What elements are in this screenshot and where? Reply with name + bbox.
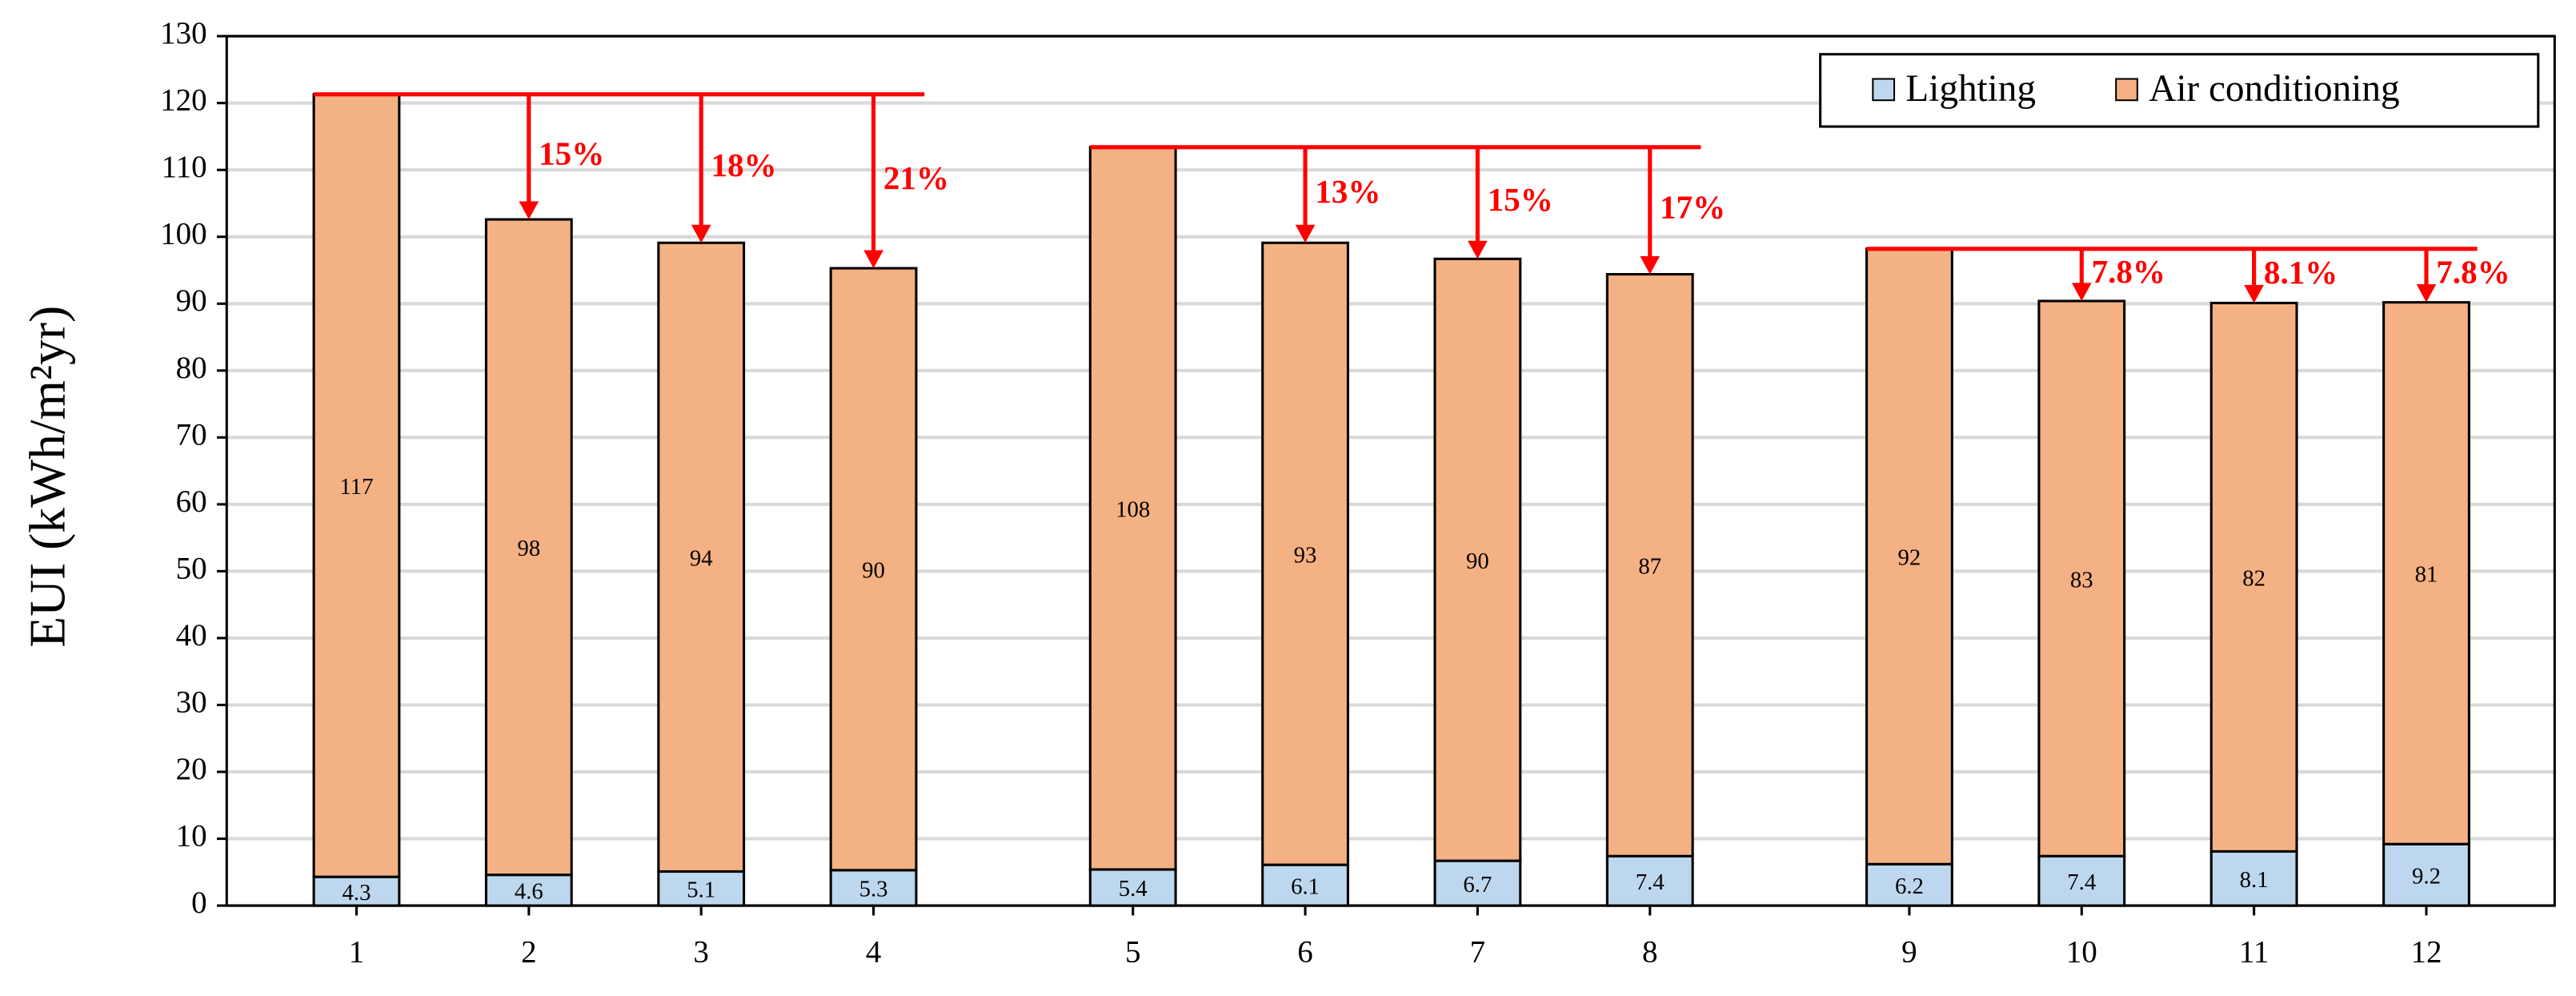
bar-segment: [1261, 863, 1349, 907]
bar-segment: [829, 869, 918, 907]
y-tick-label: 90: [176, 283, 207, 318]
value-label: 108: [1116, 497, 1150, 523]
reduction-label: 7.8%: [2436, 254, 2510, 291]
y-axis-label: EUI (kWh/m²yr): [18, 306, 75, 648]
bar-segment: [484, 218, 573, 877]
bar-segment: [1433, 859, 1522, 907]
x-tick-label: 9: [1901, 935, 1917, 970]
bar-segment: [2037, 299, 2126, 857]
value-label: 5.4: [1119, 876, 1148, 902]
arrow-head: [1640, 255, 1661, 275]
y-tick-label: 110: [162, 150, 207, 184]
bar-segment: [1433, 257, 1522, 862]
value-label: 117: [339, 474, 373, 500]
y-tick-label: 10: [176, 819, 207, 853]
reduction-label: 7.8%: [2092, 253, 2165, 290]
value-label: 92: [1898, 545, 1921, 571]
reduction-label: 15%: [539, 135, 604, 171]
x-tick-label: 5: [1125, 935, 1141, 970]
arrow-head: [2071, 283, 2092, 301]
arrow-head: [691, 224, 711, 243]
bar-segment: [2209, 301, 2298, 853]
bar-segment: [312, 93, 401, 878]
x-tick-label: 7: [1470, 935, 1486, 970]
bar-segment: [1088, 146, 1177, 871]
bar-segment: [2209, 849, 2298, 907]
value-label: 5.3: [859, 877, 888, 902]
x-tick-label: 10: [2066, 935, 2097, 970]
y-tick-label: 60: [176, 484, 207, 519]
bar-segment: [2037, 854, 2126, 907]
arrow-head: [2416, 284, 2437, 303]
value-label: 7.4: [2067, 869, 2096, 895]
bar-segment: [1605, 273, 1694, 857]
legend-swatch: [2115, 78, 2138, 102]
legend-swatch: [1872, 78, 1896, 102]
bar-segment: [1865, 247, 1953, 865]
arrow-head: [519, 201, 539, 220]
bar-segment: [484, 874, 573, 907]
value-label: 4.3: [343, 880, 371, 906]
x-tick-label: 4: [866, 935, 882, 970]
reduction-label: 15%: [1488, 181, 1553, 218]
legend-label: Air conditioning: [2149, 68, 2399, 110]
value-label: 8.1: [2240, 867, 2269, 893]
x-tick-label: 1: [349, 935, 365, 970]
value-label: 82: [2242, 566, 2266, 592]
x-tick-label: 11: [2239, 935, 2270, 970]
reduction-label: 21%: [883, 159, 949, 196]
arrow-head: [1295, 224, 1316, 243]
value-label: 7.4: [1636, 869, 1665, 895]
x-tick-label: 6: [1297, 935, 1313, 970]
value-label: 6.7: [1463, 872, 1492, 898]
x-tick-label: 3: [693, 935, 709, 970]
value-label: 9.2: [2412, 863, 2441, 889]
x-tick-label: 8: [1642, 935, 1658, 970]
bar-segment: [1605, 854, 1694, 907]
y-tick-label: 100: [160, 217, 207, 251]
y-tick-label: 80: [176, 351, 207, 385]
y-tick-label: 20: [176, 752, 207, 786]
value-label: 6.2: [1895, 874, 1924, 899]
value-label: 98: [517, 536, 540, 561]
value-label: 90: [862, 558, 885, 584]
arrow-head: [1468, 240, 1488, 259]
x-tick-label: 2: [521, 935, 537, 970]
bar-segment: [1261, 241, 1349, 866]
value-label: 93: [1294, 542, 1317, 568]
bar-segment: [657, 241, 746, 874]
value-label: 6.1: [1291, 874, 1320, 899]
arrow-head: [863, 250, 883, 269]
legend-label: Lighting: [1905, 68, 2036, 110]
y-tick-label: 130: [160, 16, 207, 50]
reduction-label: 13%: [1315, 173, 1380, 210]
value-label: 94: [690, 546, 713, 572]
reduction-label: 18%: [711, 147, 777, 183]
value-label: 90: [1466, 548, 1489, 574]
y-tick-label: 0: [191, 886, 207, 920]
legend-box: [1819, 53, 2540, 128]
y-tick-label: 50: [176, 551, 207, 585]
reduction-label: 17%: [1660, 189, 1725, 226]
y-tick-label: 120: [160, 83, 207, 118]
value-label: 4.6: [515, 879, 543, 905]
y-tick-label: 30: [176, 685, 207, 719]
value-label: 83: [2070, 567, 2093, 592]
plot-frame: [225, 34, 2556, 907]
bar-segment: [2382, 842, 2470, 907]
value-label: 87: [1638, 554, 1661, 580]
bar-segment: [2382, 301, 2470, 845]
bar-segment: [829, 267, 918, 872]
value-label: 5.1: [687, 877, 715, 902]
reduction-label: 8.1%: [2264, 254, 2338, 291]
y-tick-label: 40: [176, 618, 207, 653]
value-label: 81: [2415, 562, 2438, 588]
bar-segment: [657, 869, 746, 907]
arrow-head: [2244, 284, 2264, 303]
y-tick-label: 70: [176, 417, 207, 452]
x-tick-label: 12: [2410, 935, 2442, 970]
